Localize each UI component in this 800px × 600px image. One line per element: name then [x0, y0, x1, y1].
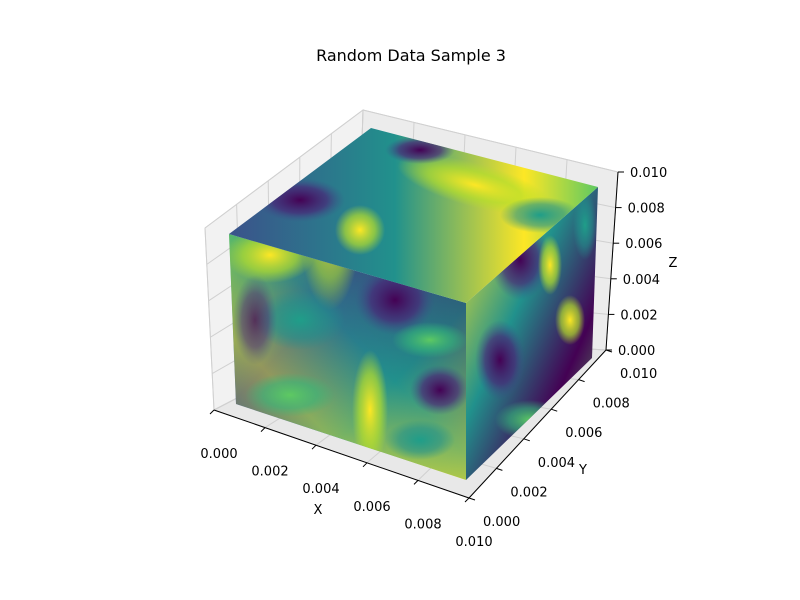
x-tick-label: 0.000 [200, 447, 237, 462]
x-axis-ticks: 0.000 0.002 0.004 0.006 0.008 0.010 [200, 409, 493, 550]
grid-line [204, 109, 364, 229]
z-tick-label: 0.008 [628, 202, 665, 217]
grid-line [362, 109, 619, 173]
x-tick-mark [362, 462, 368, 468]
x-tick-mark [260, 427, 266, 432]
y-tick-mark [496, 467, 503, 471]
y-tick-label: 0.008 [593, 397, 630, 412]
point-cloud-cube [229, 128, 598, 480]
y-tick-mark [551, 408, 558, 412]
x-tick-label: 0.002 [251, 465, 288, 480]
y-tick-mark [468, 497, 476, 501]
grid-line [204, 227, 215, 411]
y-tick-label: 0.000 [483, 515, 520, 530]
z-tick-label: 0.006 [625, 237, 662, 252]
chart-title: Random Data Sample 3 [316, 46, 506, 65]
x-axis-label: X [314, 503, 323, 518]
y-tick-mark [523, 438, 530, 442]
y-axis-label: Y [578, 463, 587, 478]
x-tick-mark [311, 444, 317, 450]
z-tick-label: 0.004 [623, 273, 660, 288]
x-tick-mark [464, 497, 470, 503]
z-tick-label: 0.002 [620, 308, 657, 323]
y-tick-mark [578, 379, 585, 383]
x-tick-label: 0.008 [404, 517, 441, 532]
z-axis-line [605, 171, 619, 351]
z-axis-ticks: 0.000 0.002 0.004 0.006 0.008 0.010 [606, 166, 667, 359]
cube-side-face [466, 187, 598, 480]
x-tick-mark [209, 409, 215, 415]
y-axis-line [468, 349, 607, 499]
y-axis-ticks: 0.000 0.002 0.004 0.006 0.008 0.010 [468, 349, 657, 530]
y-tick-label: 0.004 [538, 456, 575, 471]
x-tick-mark [413, 480, 419, 485]
y-tick-label: 0.010 [620, 367, 657, 382]
x-tick-label: 0.004 [302, 482, 339, 497]
y-tick-label: 0.002 [510, 485, 547, 500]
z-tick-label: 0.010 [630, 166, 667, 181]
x-tick-label: 0.006 [353, 500, 390, 515]
z-axis-label: Z [669, 256, 678, 271]
x-tick-label: 0.010 [455, 535, 492, 550]
y-tick-label: 0.006 [565, 426, 602, 441]
x-axis-line [213, 409, 470, 499]
z-tick-label: 0.000 [618, 344, 655, 359]
